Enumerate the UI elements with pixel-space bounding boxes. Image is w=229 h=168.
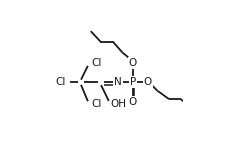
Text: Cl: Cl bbox=[55, 77, 65, 87]
Text: O: O bbox=[143, 77, 151, 87]
Text: N: N bbox=[114, 77, 121, 87]
Text: P: P bbox=[129, 77, 135, 87]
Text: OH: OH bbox=[110, 99, 126, 109]
Text: O: O bbox=[128, 97, 136, 107]
Text: Cl: Cl bbox=[91, 99, 101, 109]
Text: Cl: Cl bbox=[91, 58, 101, 69]
Text: O: O bbox=[128, 58, 136, 68]
